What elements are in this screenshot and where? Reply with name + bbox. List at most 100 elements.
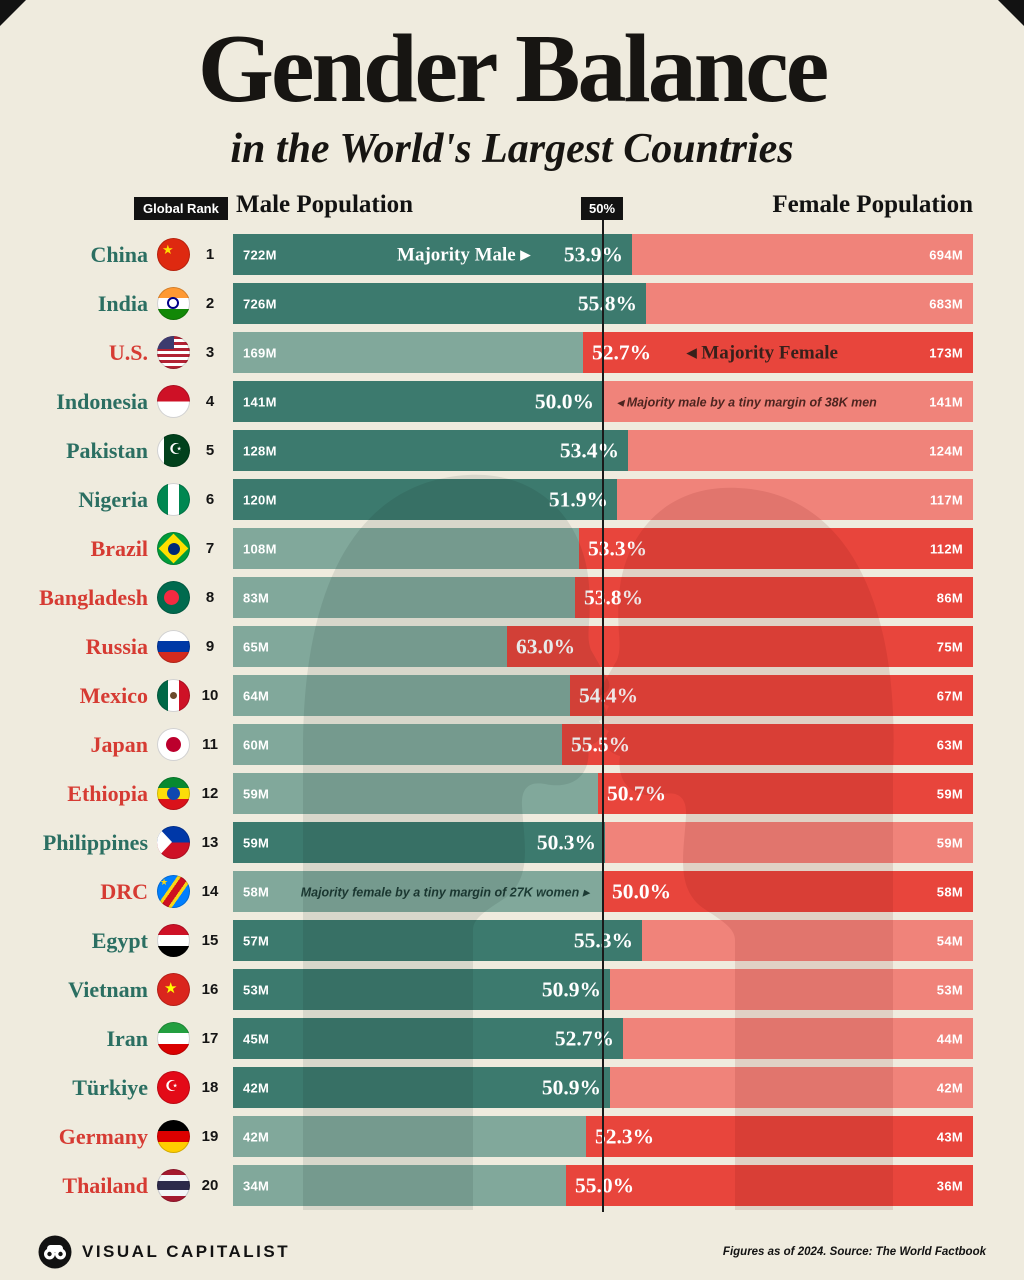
- majority-percentage: 55.0%: [575, 1173, 635, 1197]
- rank-number: 16: [201, 981, 219, 998]
- male-population-value: 108M: [243, 541, 277, 556]
- rank-number: 10: [201, 687, 219, 704]
- flag-icon-vietnam: [157, 973, 190, 1006]
- rank-number: 15: [201, 932, 219, 949]
- female-population-value: 63M: [936, 737, 963, 752]
- female-population-value: 43M: [936, 1129, 963, 1144]
- bar-track: 141M 141M 50.0% ◂ Majority male by a tin…: [233, 381, 973, 422]
- rank-number: 12: [201, 785, 219, 802]
- fifty-percent-badge: 50%: [580, 197, 624, 220]
- rank-number: 1: [205, 246, 215, 263]
- female-population-value: 42M: [936, 1080, 963, 1095]
- country-name: India: [97, 290, 148, 316]
- female-bar: 141M: [603, 381, 973, 422]
- majority-percentage: 52.7%: [592, 340, 652, 364]
- flag-icon-us: [157, 336, 190, 369]
- female-population-value: 58M: [936, 884, 963, 899]
- country-name: DRC: [100, 878, 148, 904]
- country-row: Ethiopia 12 59M 59M 50.7%: [0, 769, 1024, 818]
- country-row: Brazil 7 108M 112M 53.3%: [0, 524, 1024, 573]
- female-population-value: 44M: [936, 1031, 963, 1046]
- female-bar: 53M: [610, 969, 973, 1010]
- female-population-value: 54M: [936, 933, 963, 948]
- majority-percentage: 51.9%: [548, 487, 608, 511]
- majority-percentage: 53.4%: [559, 438, 619, 462]
- country-name: Türkiye: [72, 1074, 148, 1100]
- majority-percentage: 55.8%: [577, 291, 637, 315]
- male-population-value: 722M: [243, 247, 277, 262]
- male-bar: 59M: [233, 773, 598, 814]
- female-population-value: 124M: [929, 443, 963, 458]
- female-population-value: 59M: [936, 835, 963, 850]
- majority-percentage: 50.0%: [534, 389, 594, 413]
- male-population-value: 83M: [243, 590, 270, 605]
- bar-track: 128M 124M 53.4%: [233, 430, 973, 471]
- male-bar: 141M: [233, 381, 603, 422]
- male-population-value: 42M: [243, 1129, 270, 1144]
- country-name: Brazil: [90, 535, 148, 561]
- country-name: Germany: [58, 1123, 148, 1149]
- majority-percentage: 53.9%: [563, 242, 623, 266]
- male-population-value: 53M: [243, 982, 270, 997]
- majority-percentage: 50.9%: [541, 977, 601, 1001]
- female-bar: 59M: [605, 822, 973, 863]
- country-name: Indonesia: [56, 388, 148, 414]
- country-rows: China 1 722M 694M 53.9% Majority Male ▸ …: [0, 230, 1024, 1210]
- country-row: Indonesia 4 141M 141M 50.0% ◂ Majority m…: [0, 377, 1024, 426]
- country-row: Nigeria 6 120M 117M 51.9%: [0, 475, 1024, 524]
- page-subtitle: in the World's Largest Countries: [230, 126, 794, 172]
- rank-number: 17: [201, 1030, 219, 1047]
- female-bar: 124M: [628, 430, 973, 471]
- majority-annotation: Majority female by a tiny margin of 27K …: [300, 885, 589, 899]
- country-name: China: [90, 241, 148, 267]
- flag-icon-thailand: [157, 1169, 190, 1202]
- country-row: Mexico 10 64M 67M 54.4%: [0, 671, 1024, 720]
- male-bar: 83M: [233, 577, 575, 618]
- male-bar: 65M: [233, 626, 507, 667]
- country-name: Russia: [85, 633, 148, 659]
- rank-number: 19: [201, 1128, 219, 1145]
- country-row: Türkiye 18 42M 42M 50.9%: [0, 1063, 1024, 1112]
- male-population-value: 42M: [243, 1080, 270, 1095]
- flag-icon-iran: [157, 1022, 190, 1055]
- majority-percentage: 63.0%: [516, 634, 576, 658]
- majority-percentage: 53.3%: [588, 536, 648, 560]
- male-bar: 60M: [233, 724, 562, 765]
- bar-track: 169M 173M 52.7% ◂ Majority Female: [233, 332, 973, 373]
- male-population-value: 57M: [243, 933, 270, 948]
- brand-name: VISUAL CAPITALIST: [82, 1242, 291, 1261]
- flag-icon-türkiye: [157, 1071, 190, 1104]
- male-bar: 726M: [233, 283, 646, 324]
- bar-track: 722M 694M 53.9% Majority Male ▸: [233, 234, 973, 275]
- footer: VISUAL CAPITALIST Figures as of 2024. So…: [0, 1224, 1024, 1280]
- country-row: Iran 17 45M 44M 52.7%: [0, 1014, 1024, 1063]
- female-population-value: 173M: [929, 345, 963, 360]
- country-name: U.S.: [108, 339, 148, 365]
- male-population-value: 128M: [243, 443, 277, 458]
- rank-number: 18: [201, 1079, 219, 1096]
- flag-icon-brazil: [157, 532, 190, 565]
- flag-icon-russia: [157, 630, 190, 663]
- flag-icon-drc: [157, 875, 190, 908]
- male-bar: 34M: [233, 1165, 566, 1206]
- male-population-value: 34M: [243, 1178, 270, 1193]
- majority-percentage: 50.0%: [612, 879, 672, 903]
- female-bar: 75M: [507, 626, 973, 667]
- rank-number: 5: [205, 442, 215, 459]
- country-row: India 2 726M 683M 55.8%: [0, 279, 1024, 328]
- country-name: Nigeria: [78, 486, 148, 512]
- country-name: Pakistan: [66, 437, 148, 463]
- country-row: Egypt 15 57M 54M 55.3%: [0, 916, 1024, 965]
- majority-percentage: 53.8%: [584, 585, 644, 609]
- majority-annotation: Majority Male ▸: [397, 244, 530, 265]
- rank-number: 9: [205, 638, 215, 655]
- rank-number: 7: [205, 540, 215, 557]
- majority-percentage: 50.9%: [541, 1075, 601, 1099]
- flag-icon-china: [157, 238, 190, 271]
- rank-number: 14: [201, 883, 219, 900]
- country-name: Philippines: [42, 829, 148, 855]
- male-population-value: 58M: [243, 884, 270, 899]
- flag-icon-mexico: [157, 679, 190, 712]
- fifty-percent-line: [602, 218, 604, 1212]
